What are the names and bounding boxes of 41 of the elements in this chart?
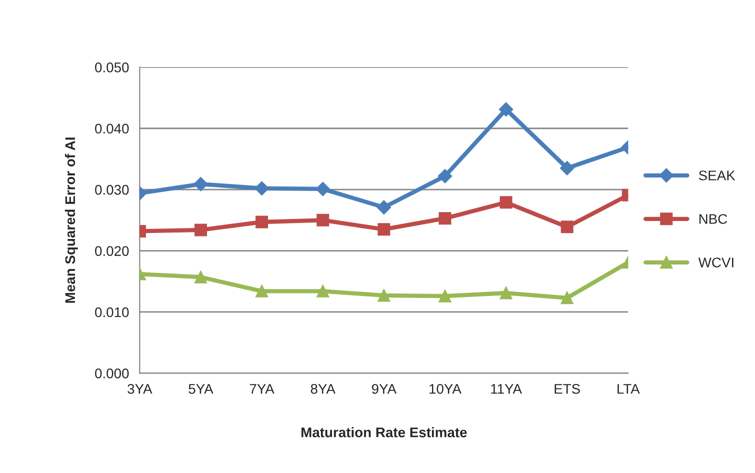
- point: [194, 176, 208, 192]
- y-tick-label: 0.040: [95, 124, 129, 134]
- point: [194, 224, 207, 236]
- legend-label: NBC: [699, 214, 728, 224]
- x-tick-label: 5YA: [188, 384, 214, 394]
- point: [316, 284, 330, 298]
- point: [378, 223, 390, 236]
- point: [438, 169, 452, 184]
- point: [438, 212, 452, 225]
- legend-label: WCVI: [698, 258, 734, 268]
- x-tick-label: ETS: [554, 384, 580, 394]
- x-tick-label: LTA: [618, 384, 640, 394]
- y-tick-label: 0.000: [95, 368, 129, 378]
- point: [254, 181, 269, 196]
- point: [256, 284, 268, 298]
- point: [500, 286, 512, 300]
- point: [376, 200, 391, 214]
- x-tick-label: 11YA: [491, 384, 522, 394]
- point: [560, 220, 574, 234]
- x-tick-label: 8YA: [310, 384, 336, 394]
- point: [378, 289, 390, 302]
- x-tick-label: 10YA: [430, 384, 462, 394]
- x-tick-label: 7YA: [250, 384, 274, 394]
- y-axis-title: Mean Squared Error of AI: [64, 138, 78, 303]
- point: [500, 196, 512, 209]
- point: [498, 102, 514, 116]
- legend-label: SEAK: [698, 170, 736, 180]
- point: [256, 216, 268, 228]
- point: [194, 270, 207, 284]
- x-axis-title: Maturation Rate Estimate: [302, 427, 467, 438]
- point: [560, 161, 574, 176]
- point: [560, 292, 574, 304]
- y-tick-label: 0.050: [95, 62, 129, 72]
- x-tick-label: 3YA: [128, 384, 152, 394]
- y-tick-label: 0.030: [95, 184, 129, 195]
- x-tick-label: 9YA: [372, 384, 397, 394]
- point: [438, 290, 452, 302]
- y-tick-label: 0.010: [95, 307, 129, 318]
- point: [316, 182, 330, 196]
- point: [316, 214, 330, 226]
- y-tick-label: 0.020: [95, 246, 129, 256]
